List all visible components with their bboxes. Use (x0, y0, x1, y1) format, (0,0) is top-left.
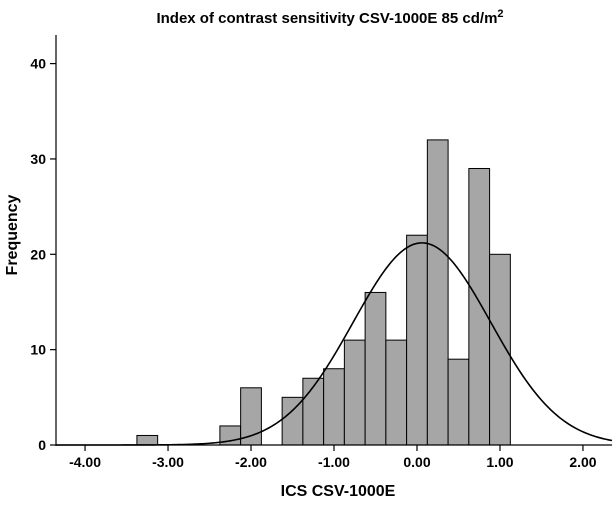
histogram-bar (136, 434, 159, 446)
chart-title-text: Index of contrast sensitivity CSV-1000E … (156, 10, 497, 27)
y-tick-label: 0 (38, 437, 46, 453)
axes-group: 0 10 20 30 40 -4.00 -3.00 -2.00 -1.00 0.00 1.00 2.0… (30, 35, 612, 470)
histogram-bar (447, 358, 470, 446)
histogram-bar (385, 339, 408, 446)
y-axis-label: Frequency (4, 194, 21, 275)
x-axis-label: ICS CSV-1000E (281, 483, 396, 500)
histogram-bar (364, 291, 387, 446)
histogram-bar (343, 339, 366, 446)
x-tick-label: -4.00 (69, 454, 101, 470)
chart-title-superscript: 2 (497, 8, 503, 20)
histogram-bar (468, 167, 491, 446)
x-tick-label: 1.00 (486, 454, 513, 470)
y-tick-label: 30 (30, 151, 46, 167)
x-tick-label: -2.00 (235, 454, 267, 470)
histogram-bar (281, 396, 304, 446)
x-tick-label: -1.00 (318, 454, 350, 470)
bars-group (136, 139, 511, 446)
histogram-bar (302, 377, 325, 446)
x-tick-label: 0.00 (403, 454, 430, 470)
y-tick-label: 10 (30, 342, 46, 358)
histogram-bar (323, 368, 345, 446)
x-tick-label: -3.00 (152, 454, 184, 470)
y-tick-label: 20 (30, 246, 46, 262)
histogram-bar (406, 234, 428, 446)
y-tick-label: 40 (30, 56, 46, 72)
chart-title: Index of contrast sensitivity CSV-1000E … (156, 8, 503, 27)
histogram-bar (426, 139, 449, 446)
x-tick-label: 2.00 (569, 454, 596, 470)
